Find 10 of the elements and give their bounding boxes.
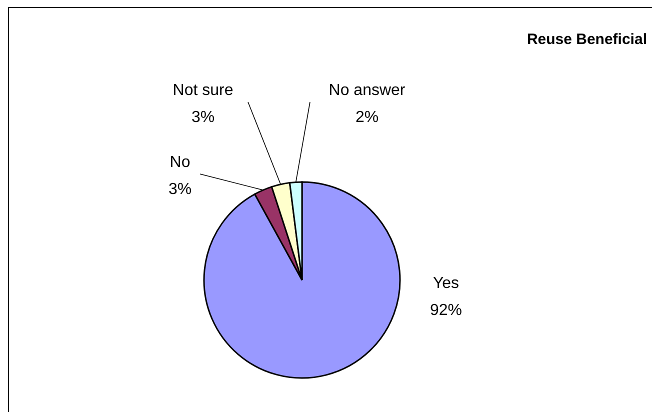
data-label: 2%: [355, 109, 379, 126]
slice-label: Not sure: [172, 82, 234, 99]
data-label: 3%: [191, 109, 215, 126]
slice-label: No: [170, 154, 190, 171]
slice-label: Yes: [432, 275, 460, 292]
data-label: 92%: [430, 302, 462, 319]
data-label: 3%: [168, 181, 192, 198]
slice-label: No answer: [328, 82, 406, 99]
text: Reuse Beneficial: [526, 31, 647, 48]
pie-slice: [203, 181, 401, 379]
